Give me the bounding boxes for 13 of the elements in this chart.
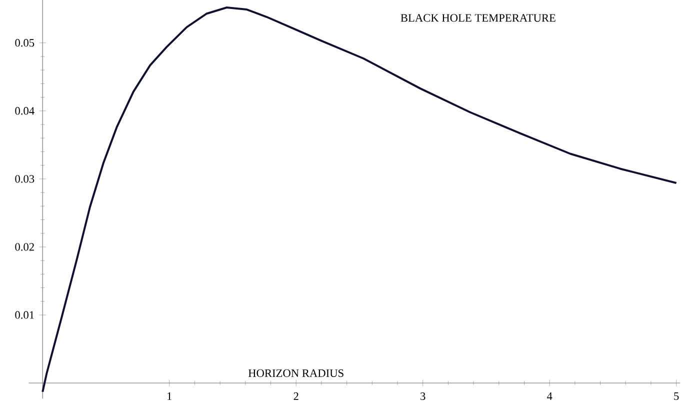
y-tick-label: 0.04 [15,107,34,115]
x-axis-title: HORIZON RADIUS [248,369,344,377]
x-tick-label: 5 [674,392,679,400]
x-tick-label: 3 [420,392,426,400]
y-tick-label: 0.03 [15,175,34,183]
y-tick-label: 0.02 [15,243,34,251]
x-tick-label: 2 [294,392,298,400]
line-series [42,6,678,393]
y-tick-label: 0.01 [15,311,34,319]
text: BLACK HOLE TEMPERATURE [400,14,556,22]
x-tick-label: 1 [168,392,172,400]
y-tick-label: 0.05 [15,39,34,47]
x-tick-label: 4 [546,392,552,400]
